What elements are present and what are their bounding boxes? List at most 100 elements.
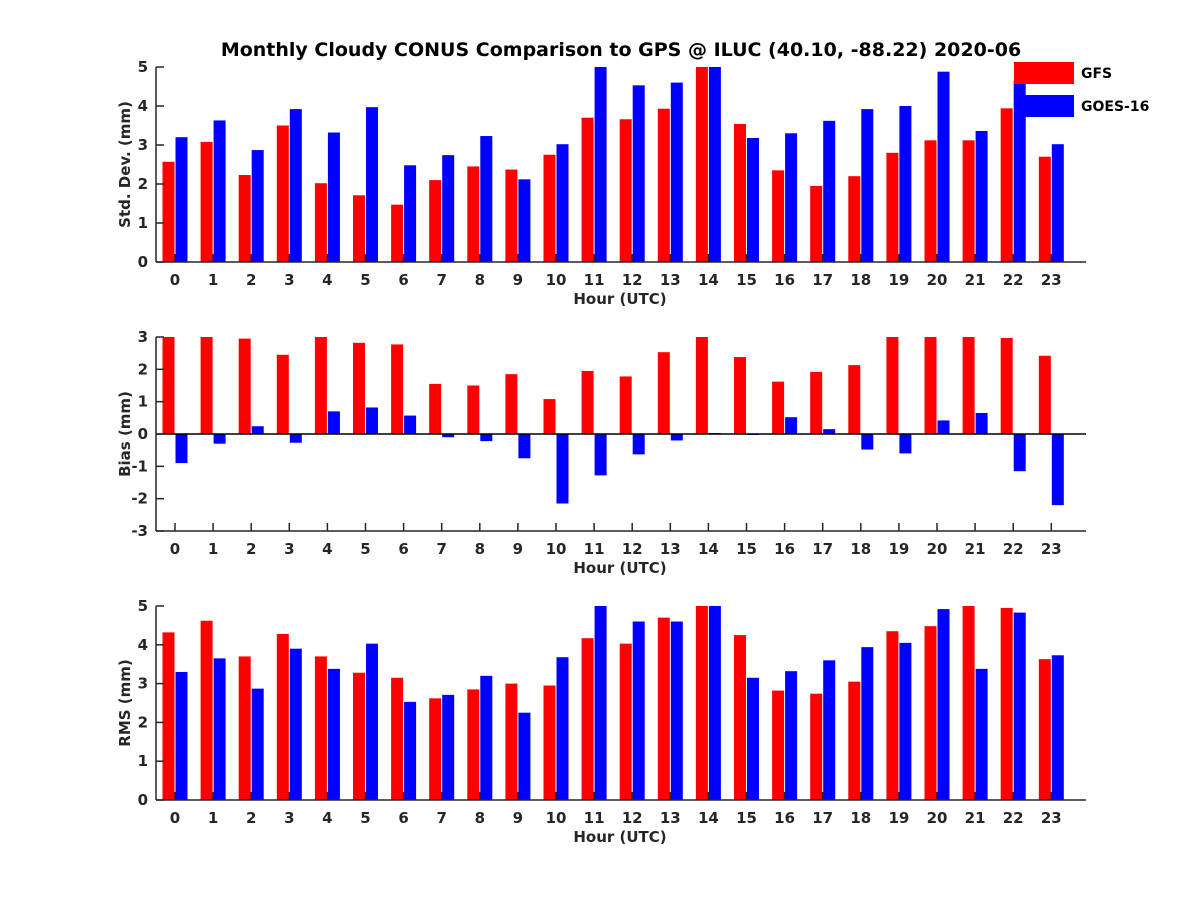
x-axis-label-stddev: Hour (UTC)	[573, 290, 666, 308]
bar-rms-gfs-3	[276, 633, 289, 800]
bar-stddev-gfs-14	[695, 67, 708, 262]
bar-stddev-gfs-8	[467, 166, 480, 262]
bar-stddev-gfs-13	[657, 108, 670, 262]
bar-stddev-gfs-18	[848, 176, 861, 262]
bar-rms-goes-16-12	[632, 621, 645, 800]
y-tick-label-stddev: 5	[138, 58, 148, 76]
bar-bias-gfs-11	[581, 370, 594, 434]
x-tick-label-stddev: 19	[888, 271, 909, 289]
y-tick-label-stddev: 4	[138, 97, 148, 115]
x-tick-label-rms: 19	[888, 809, 909, 827]
y-tick-label-stddev: 0	[138, 253, 148, 271]
bar-bias-goes-16-8	[480, 434, 493, 442]
bar-bias-gfs-0	[162, 337, 175, 434]
x-tick-label-stddev: 7	[436, 271, 446, 289]
bar-bias-goes-16-20	[937, 420, 950, 434]
bar-rms-gfs-7	[429, 698, 442, 800]
bar-bias-goes-16-2	[251, 426, 264, 434]
x-tick-label-rms: 16	[774, 809, 795, 827]
bar-stddev-goes-16-9	[518, 179, 531, 262]
bar-stddev-gfs-20	[924, 140, 937, 262]
bar-bias-gfs-15	[734, 357, 746, 434]
x-tick-label-bias: 1	[208, 540, 218, 558]
bar-bias-gfs-22	[1000, 337, 1013, 434]
bar-rms-goes-16-5	[366, 643, 378, 800]
bar-stddev-gfs-0	[162, 161, 175, 262]
bar-rms-gfs-18	[848, 681, 861, 800]
bar-stddev-goes-16-5	[366, 107, 378, 262]
bar-rms-gfs-19	[886, 631, 899, 800]
x-tick-label-rms: 15	[736, 809, 757, 827]
bar-rms-gfs-14	[695, 606, 708, 800]
bar-bias-goes-16-5	[366, 407, 378, 434]
x-tick-label-bias: 4	[322, 540, 332, 558]
bar-bias-gfs-4	[314, 337, 327, 434]
x-tick-label-rms: 7	[436, 809, 446, 827]
bar-stddev-gfs-16	[772, 170, 785, 262]
bar-stddev-gfs-5	[353, 195, 365, 262]
x-tick-label-bias: 15	[736, 540, 757, 558]
y-tick-label-bias: 2	[138, 360, 148, 378]
x-tick-label-bias: 11	[584, 540, 605, 558]
bar-rms-goes-16-18	[861, 647, 874, 800]
x-tick-label-bias: 12	[622, 540, 643, 558]
x-tick-label-bias: 5	[360, 540, 370, 558]
bar-stddev-gfs-3	[276, 125, 289, 262]
bar-rms-goes-16-3	[289, 648, 302, 800]
bar-stddev-goes-16-13	[670, 82, 683, 262]
bar-rms-goes-16-21	[975, 668, 988, 800]
bar-stddev-goes-16-22	[1013, 80, 1026, 263]
y-tick-label-stddev: 3	[138, 136, 148, 154]
bar-rms-goes-16-22	[1013, 612, 1026, 800]
bar-rms-goes-16-1	[213, 658, 226, 800]
x-tick-label-bias: 9	[513, 540, 523, 558]
bar-bias-gfs-12	[619, 376, 632, 434]
bar-bias-goes-16-0	[175, 434, 188, 464]
x-tick-label-stddev: 16	[774, 271, 795, 289]
bar-stddev-goes-16-3	[289, 109, 302, 263]
x-tick-label-bias: 17	[812, 540, 833, 558]
bar-rms-gfs-10	[543, 685, 556, 800]
bar-stddev-goes-16-0	[175, 137, 188, 262]
bar-bias-goes-16-18	[861, 434, 874, 450]
x-tick-label-stddev: 4	[322, 271, 332, 289]
bar-stddev-goes-16-12	[632, 85, 645, 262]
bar-stddev-gfs-10	[543, 154, 556, 262]
x-tick-label-bias: 7	[436, 540, 446, 558]
legend-label-gfs: GFS	[1081, 66, 1112, 82]
x-tick-label-stddev: 22	[1003, 271, 1024, 289]
bar-bias-goes-16-6	[404, 415, 417, 434]
x-tick-label-stddev: 5	[360, 271, 370, 289]
bar-bias-goes-16-21	[975, 412, 988, 434]
x-tick-label-stddev: 6	[398, 271, 408, 289]
bar-rms-gfs-11	[581, 638, 594, 800]
bar-bias-gfs-3	[276, 354, 289, 434]
x-tick-label-bias: 13	[660, 540, 681, 558]
bar-stddev-goes-16-6	[404, 165, 417, 262]
bar-rms-gfs-9	[505, 683, 518, 800]
bar-stddev-goes-16-11	[594, 67, 607, 262]
bar-stddev-goes-16-10	[556, 144, 569, 262]
bar-bias-goes-16-19	[899, 434, 912, 454]
bar-stddev-goes-16-23	[1051, 144, 1064, 262]
bar-bias-goes-16-11	[594, 434, 607, 476]
bar-bias-gfs-18	[848, 365, 861, 434]
bar-stddev-gfs-2	[238, 175, 251, 262]
bar-stddev-goes-16-1	[213, 120, 226, 263]
y-tick-label-bias: 1	[138, 393, 148, 411]
bar-rms-gfs-22	[1000, 607, 1013, 800]
bar-rms-goes-16-23	[1051, 655, 1064, 800]
bar-stddev-gfs-7	[429, 180, 442, 262]
bar-rms-gfs-21	[962, 606, 975, 800]
bar-rms-goes-16-20	[937, 609, 950, 800]
x-tick-label-stddev: 21	[965, 271, 986, 289]
bar-stddev-goes-16-21	[975, 130, 988, 262]
x-tick-label-stddev: 18	[850, 271, 871, 289]
x-tick-label-rms: 11	[584, 809, 605, 827]
bar-stddev-goes-16-19	[899, 106, 912, 262]
x-tick-label-rms: 23	[1041, 809, 1062, 827]
bar-bias-gfs-2	[238, 338, 251, 434]
bar-bias-gfs-8	[467, 385, 480, 434]
